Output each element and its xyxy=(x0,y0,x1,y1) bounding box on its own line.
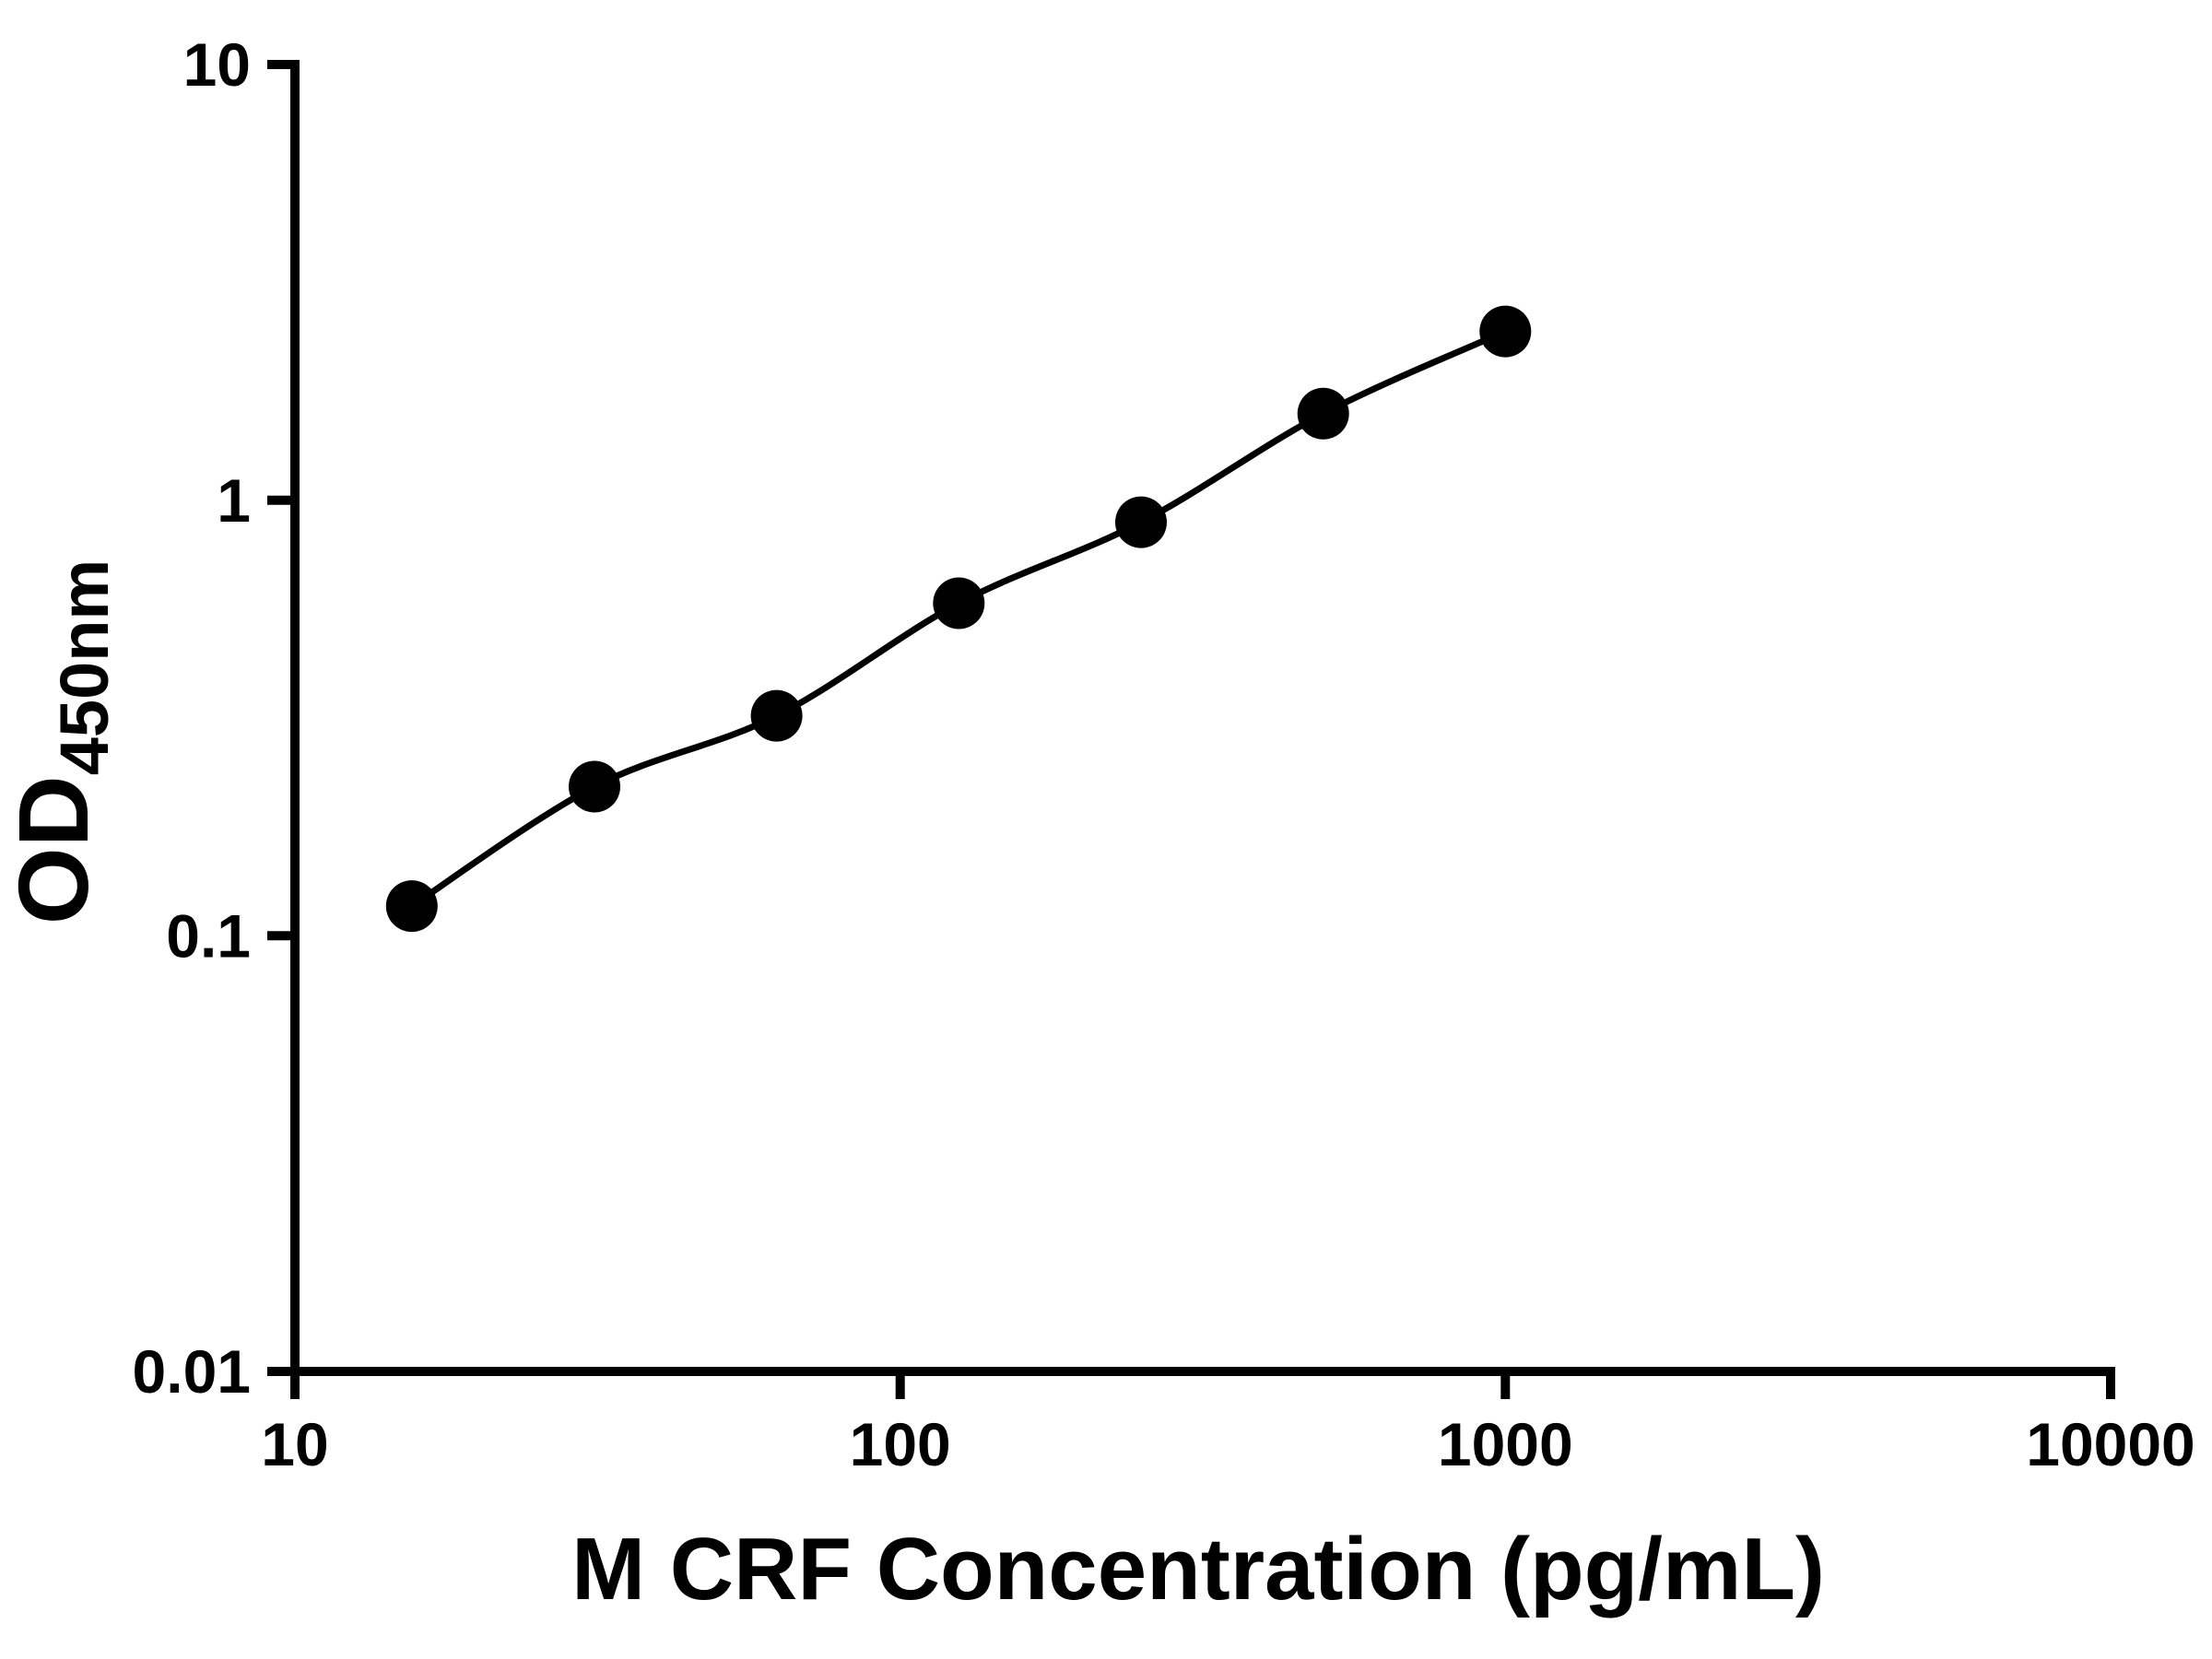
y-axis-title: OD450nm xyxy=(0,559,123,924)
data-point xyxy=(385,880,438,933)
x-axis-title: M CRF Concentration (pg/mL) xyxy=(571,1520,1825,1618)
y-axis-title-subscript: 450nm xyxy=(46,559,123,775)
y-tick-label: 0.1 xyxy=(166,901,251,970)
data-point xyxy=(1297,387,1349,440)
plot-area: 10 100 1000 10000 0.01 0.1 1 10 xyxy=(133,30,2195,1478)
data-point xyxy=(1115,496,1167,548)
data-point xyxy=(1479,305,1532,358)
data-point xyxy=(933,577,985,629)
x-tick-label: 10 xyxy=(261,1410,328,1478)
y-tick-label: 10 xyxy=(183,30,251,99)
data-point xyxy=(569,760,620,813)
y-tick-label: 1 xyxy=(217,466,251,535)
y-axis-title-main: OD xyxy=(0,775,109,924)
x-tick-label: 10000 xyxy=(2026,1410,2195,1478)
y-tick-label: 0.01 xyxy=(133,1337,251,1406)
x-tick-label: 1000 xyxy=(1438,1410,1573,1478)
x-tick-label: 100 xyxy=(850,1410,951,1478)
data-point xyxy=(750,689,803,742)
axis-spines xyxy=(290,60,2115,1376)
